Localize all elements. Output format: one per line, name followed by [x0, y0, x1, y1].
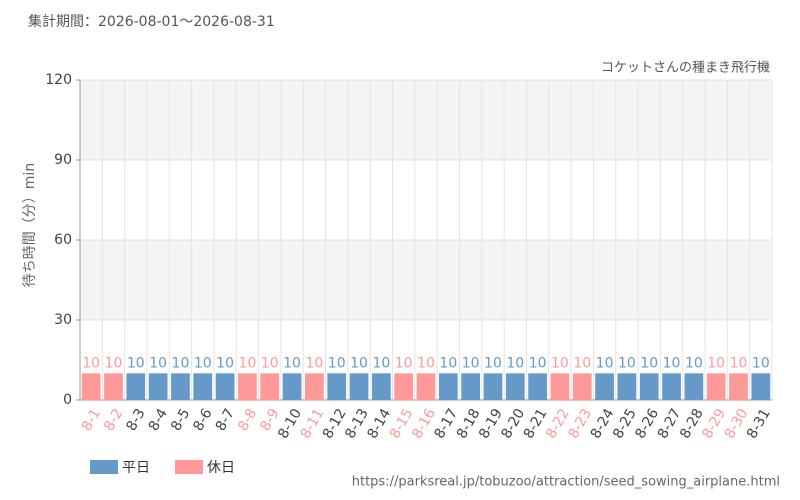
value-label: 10	[328, 355, 346, 371]
x-tick-label: 8-3	[123, 406, 148, 434]
value-label: 10	[663, 355, 681, 371]
value-label: 10	[127, 355, 145, 371]
bar	[148, 373, 168, 400]
bar	[104, 373, 123, 400]
x-tick-label: 8-4	[146, 406, 171, 434]
x-tick-label: 8-8	[235, 406, 260, 434]
grid-band	[80, 240, 772, 320]
bar	[550, 373, 570, 400]
bar	[483, 373, 503, 400]
bar	[572, 373, 592, 400]
value-label: 10	[640, 355, 658, 371]
value-label: 10	[752, 355, 770, 371]
bar	[394, 373, 414, 400]
value-label: 10	[105, 355, 123, 371]
x-tick-label: 8-5	[168, 406, 193, 434]
value-label: 10	[261, 355, 279, 371]
bar	[729, 373, 748, 400]
value-label: 10	[730, 355, 748, 371]
bar	[461, 373, 481, 400]
bar	[438, 373, 458, 400]
bar	[371, 373, 391, 400]
bar	[639, 373, 659, 400]
value-label: 10	[462, 355, 480, 371]
value-label: 10	[239, 355, 257, 371]
value-label: 10	[216, 355, 234, 371]
x-tick-label: 8-1	[79, 406, 104, 434]
legend-label: 平日	[122, 460, 150, 476]
bar	[617, 373, 637, 400]
value-label: 10	[417, 355, 435, 371]
value-label: 10	[551, 355, 569, 371]
bar	[282, 373, 302, 400]
bar	[126, 373, 146, 400]
value-label: 10	[529, 355, 547, 371]
value-label: 10	[194, 355, 212, 371]
bar	[528, 373, 547, 400]
y-axis-label: 待ち時間（分）min	[22, 163, 38, 287]
bar	[505, 373, 525, 400]
value-label: 10	[439, 355, 457, 371]
chart-subtitle: コケットさんの種まき飛行機	[601, 60, 770, 76]
chart-title: 集計期間：2026-08-01～2026-08-31	[28, 13, 275, 30]
bar	[305, 373, 324, 400]
legend-swatch	[90, 460, 118, 474]
bar	[215, 373, 235, 400]
x-tick-label: 8-7	[213, 406, 238, 434]
bar	[171, 373, 190, 400]
value-label: 10	[283, 355, 301, 371]
x-tick-label: 8-6	[190, 406, 215, 434]
legend-swatch	[175, 460, 203, 474]
value-label: 10	[506, 355, 524, 371]
value-label: 10	[172, 355, 190, 371]
bar	[416, 373, 436, 400]
y-tick-label: 60	[54, 232, 72, 248]
y-tick-label: 30	[54, 312, 72, 328]
bar	[706, 373, 726, 400]
value-label: 10	[573, 355, 591, 371]
bar	[238, 373, 257, 400]
value-label: 10	[685, 355, 703, 371]
bar	[327, 373, 347, 400]
x-tick-label: 8-31	[744, 406, 774, 442]
bar	[81, 373, 101, 400]
value-label: 10	[618, 355, 636, 371]
source-url: https://parksreal.jp/tobuzoo/attraction/…	[352, 475, 780, 490]
y-tick-label: 0	[63, 392, 72, 408]
bar	[751, 373, 771, 400]
grid-band	[80, 80, 772, 160]
value-label: 10	[484, 355, 502, 371]
bar	[193, 373, 213, 400]
y-tick-label: 90	[54, 152, 72, 168]
value-label: 10	[149, 355, 167, 371]
value-label: 10	[596, 355, 614, 371]
y-tick-label: 120	[45, 72, 72, 88]
x-tick-label: 8-2	[101, 406, 126, 434]
value-label: 10	[395, 355, 413, 371]
value-label: 10	[305, 355, 323, 371]
legend-label: 休日	[207, 460, 235, 476]
value-label: 10	[707, 355, 725, 371]
bar	[662, 373, 681, 400]
value-label: 10	[350, 355, 368, 371]
bar	[684, 373, 704, 400]
bar	[595, 373, 614, 400]
bar	[260, 373, 280, 400]
bar	[349, 373, 369, 400]
value-label: 10	[372, 355, 390, 371]
value-label: 10	[82, 355, 100, 371]
